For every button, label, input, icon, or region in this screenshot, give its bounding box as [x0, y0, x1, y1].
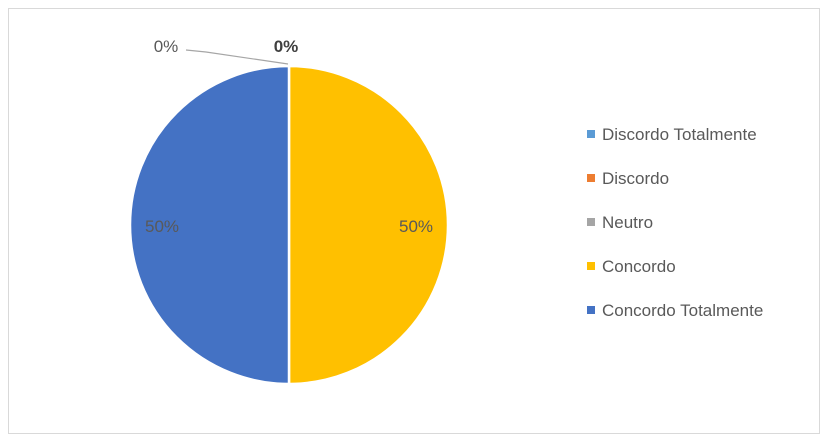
legend-swatch-concordo-totalmente	[587, 306, 595, 314]
legend-item-concordo-totalmente: Concordo Totalmente	[587, 301, 763, 320]
data-label-concordo: 50%	[399, 217, 433, 236]
legend-item-discordo-totalmente: Discordo Totalmente	[587, 125, 757, 144]
legend-swatch-concordo	[587, 262, 595, 270]
legend-item-neutro: Neutro	[587, 213, 653, 232]
legend-swatch-discordo-totalmente	[587, 130, 595, 138]
data-label-neutro: 0%	[274, 37, 299, 56]
legend-swatch-discordo	[587, 174, 595, 182]
legend-swatch-neutro	[587, 218, 595, 226]
data-labels: 0% 0% 50% 50%	[145, 37, 433, 236]
legend-label-discordo-totalmente: Discordo Totalmente	[602, 125, 757, 144]
leader-line	[185, 49, 289, 65]
data-label-discordo: 0%	[154, 37, 179, 56]
pie-slice-concordo-totalmente	[128, 64, 291, 386]
legend-label-neutro: Neutro	[602, 213, 653, 232]
pie-slice-concordo	[287, 64, 450, 386]
legend-item-discordo: Discordo	[587, 169, 669, 188]
legend-label-discordo: Discordo	[602, 169, 669, 188]
data-label-concordo-totalmente: 50%	[145, 217, 179, 236]
legend: Discordo Totalmente Discordo Neutro Concord…	[587, 125, 763, 320]
legend-label-concordo-totalmente: Concordo Totalmente	[602, 301, 763, 320]
pie-slices	[128, 64, 450, 386]
legend-label-concordo: Concordo	[602, 257, 676, 276]
legend-item-concordo: Concordo	[587, 257, 676, 276]
